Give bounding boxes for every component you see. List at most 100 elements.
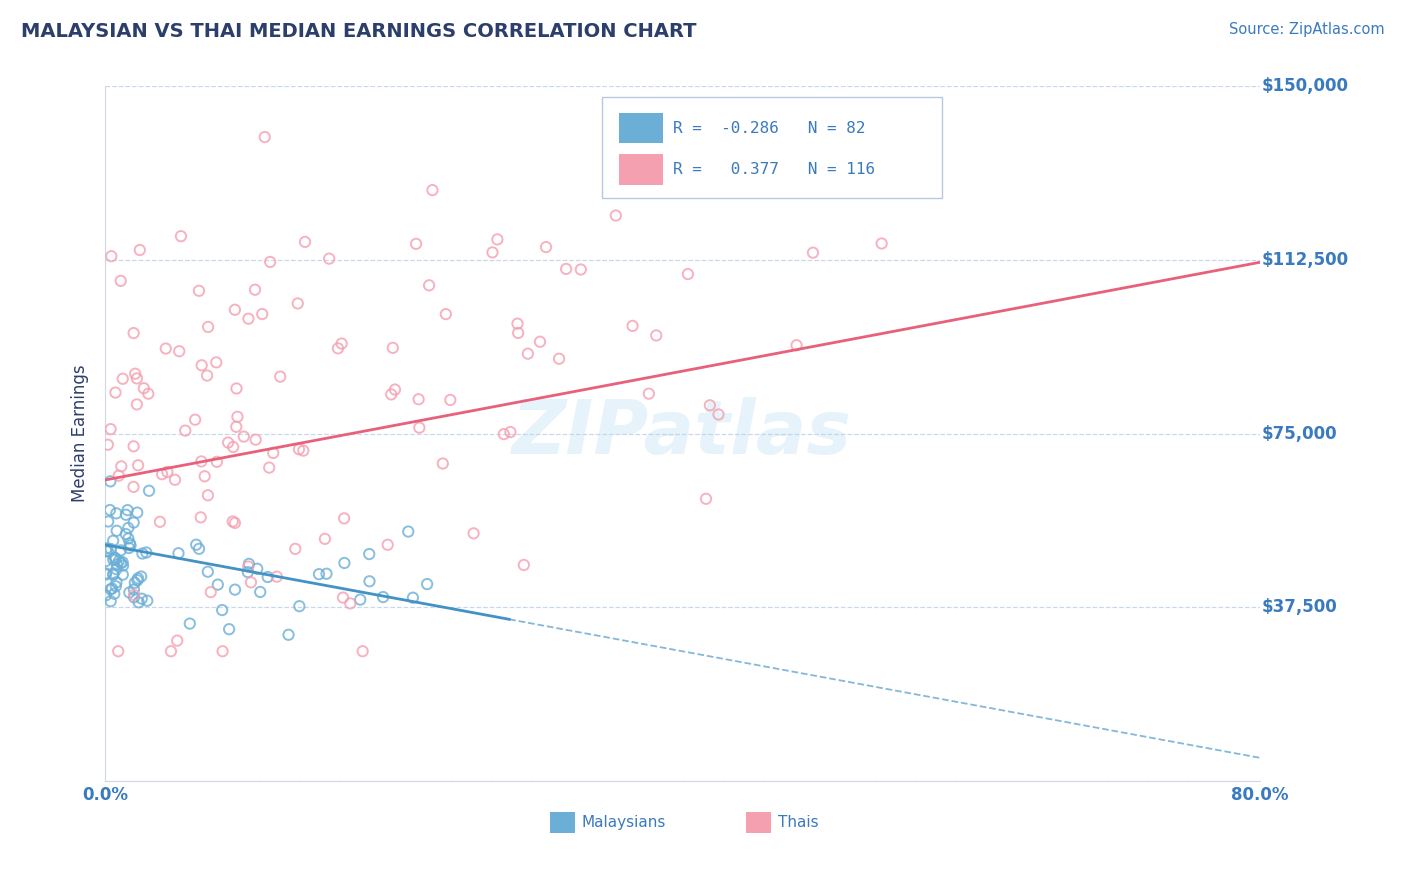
Point xyxy=(252,307,274,321)
Point xyxy=(246,562,269,576)
Point xyxy=(117,532,139,546)
Point xyxy=(122,439,145,453)
Text: $37,500: $37,500 xyxy=(1261,599,1337,616)
Point xyxy=(190,359,212,373)
Point xyxy=(245,433,267,447)
Point xyxy=(432,457,454,471)
Point xyxy=(699,398,721,412)
Point xyxy=(100,422,122,436)
Point xyxy=(288,442,311,457)
Point xyxy=(269,369,291,384)
Point xyxy=(222,440,245,454)
Point xyxy=(124,575,146,590)
Point xyxy=(103,552,125,566)
Point xyxy=(359,574,381,589)
Point xyxy=(131,591,153,606)
Point xyxy=(110,274,132,288)
Point xyxy=(205,355,228,369)
Point xyxy=(529,334,551,349)
Point xyxy=(122,588,145,602)
Point xyxy=(416,577,439,591)
Point xyxy=(333,556,356,570)
Point xyxy=(381,341,404,355)
Point xyxy=(97,544,120,558)
Point xyxy=(100,541,122,556)
Point xyxy=(97,515,120,529)
Text: Source: ZipAtlas.com: Source: ZipAtlas.com xyxy=(1229,22,1385,37)
Point xyxy=(100,249,122,263)
Point xyxy=(806,150,828,164)
Point xyxy=(197,320,219,334)
Point xyxy=(127,571,149,585)
Point xyxy=(200,585,222,599)
Point xyxy=(149,515,172,529)
Point xyxy=(326,342,349,356)
Point xyxy=(105,524,128,538)
Point xyxy=(259,255,281,269)
Y-axis label: Median Earnings: Median Earnings xyxy=(72,365,89,502)
Point xyxy=(569,262,592,277)
Point xyxy=(117,521,139,535)
Point xyxy=(555,262,578,277)
Point xyxy=(463,526,485,541)
Point xyxy=(786,338,808,352)
Point xyxy=(188,284,211,298)
Point xyxy=(224,582,246,597)
Point xyxy=(101,533,124,548)
Point xyxy=(96,544,118,558)
Point xyxy=(112,558,135,573)
Text: ZIPatlas: ZIPatlas xyxy=(512,397,852,470)
Point xyxy=(128,595,150,609)
Point xyxy=(125,371,148,385)
Point xyxy=(205,455,228,469)
Text: $112,500: $112,500 xyxy=(1261,251,1348,269)
Point xyxy=(184,413,207,427)
Point xyxy=(94,588,117,602)
Point xyxy=(105,575,128,590)
Point xyxy=(637,386,659,401)
Point xyxy=(118,585,141,599)
Point xyxy=(486,232,509,246)
Point xyxy=(513,558,536,572)
Point xyxy=(108,554,131,568)
Point xyxy=(125,397,148,411)
Point xyxy=(207,577,229,591)
Point xyxy=(105,558,128,572)
Point xyxy=(97,438,120,452)
Point xyxy=(104,552,127,566)
Point xyxy=(257,460,280,475)
Point xyxy=(339,596,361,610)
Point xyxy=(222,515,245,529)
Point xyxy=(167,344,190,359)
Point xyxy=(801,245,824,260)
Point xyxy=(156,465,179,479)
Point xyxy=(236,565,259,579)
Point xyxy=(195,368,218,383)
Point xyxy=(94,554,117,568)
Point xyxy=(695,491,717,506)
Point xyxy=(645,328,668,343)
Point xyxy=(190,454,212,468)
Point xyxy=(256,570,278,584)
Point xyxy=(287,296,309,310)
Point xyxy=(377,538,399,552)
Text: R =  -0.286   N = 82: R = -0.286 N = 82 xyxy=(673,120,866,136)
Point xyxy=(107,644,129,658)
Point xyxy=(418,278,440,293)
Point xyxy=(506,317,529,331)
Text: $150,000: $150,000 xyxy=(1261,78,1348,95)
Point xyxy=(127,458,149,473)
Point xyxy=(332,591,354,605)
Point xyxy=(239,575,262,590)
Point xyxy=(434,307,457,321)
Point xyxy=(122,480,145,494)
Point xyxy=(253,130,276,145)
Point xyxy=(150,467,173,482)
Point xyxy=(104,550,127,565)
Point xyxy=(115,508,138,522)
Point xyxy=(160,644,183,658)
Point xyxy=(408,392,430,407)
Point xyxy=(371,590,394,604)
Point xyxy=(101,568,124,582)
Point xyxy=(384,383,406,397)
